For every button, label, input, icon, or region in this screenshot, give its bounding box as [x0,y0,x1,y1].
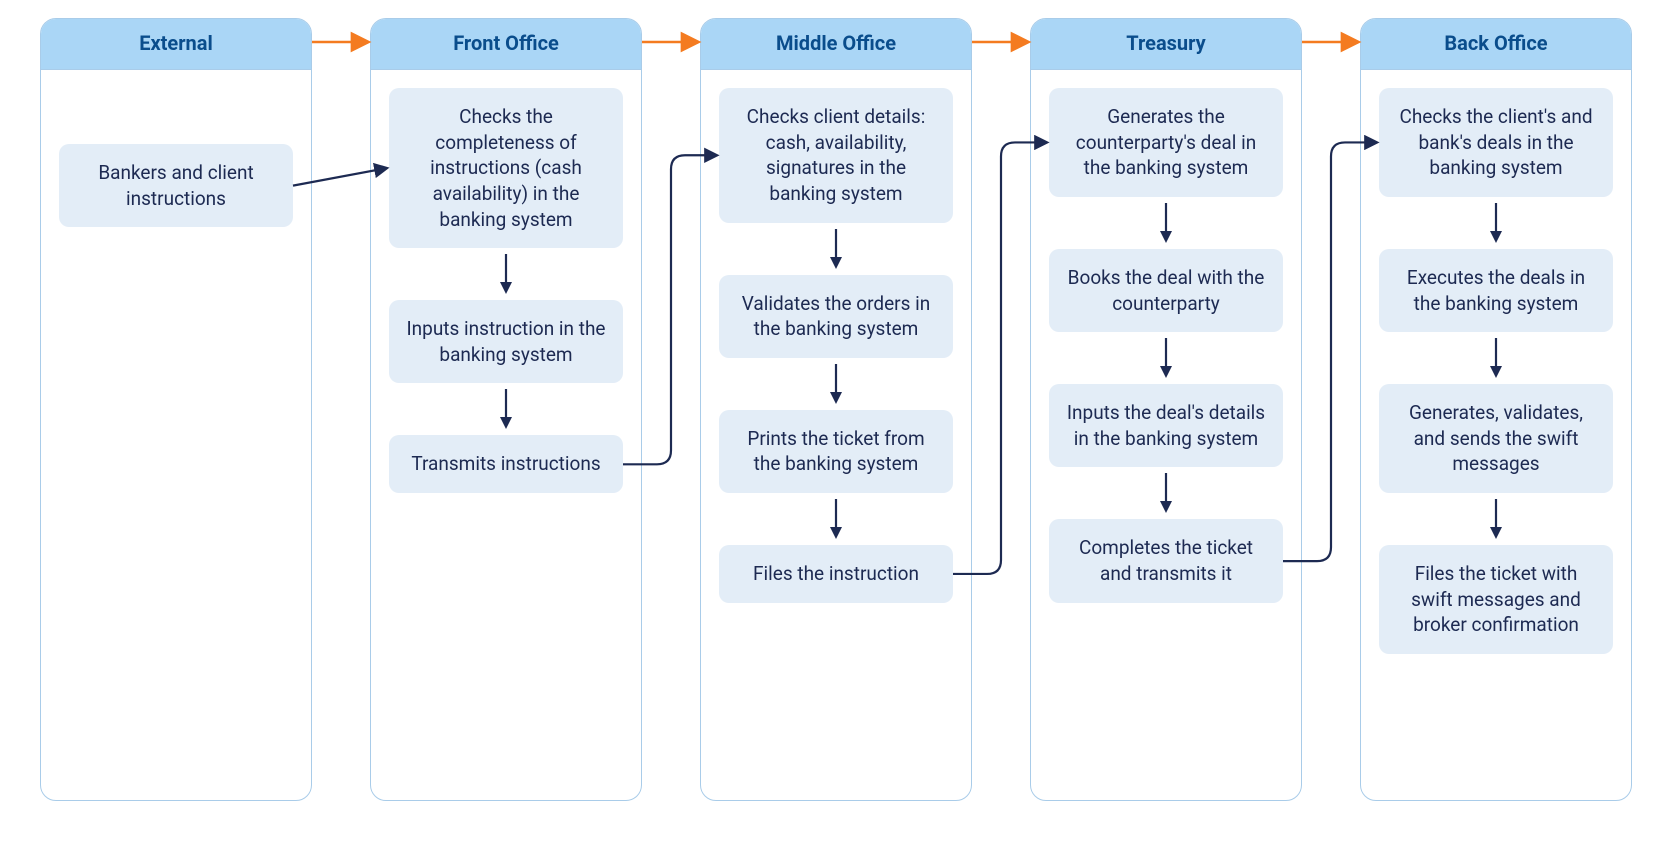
column-body-middle-office: Checks client details: cash, availabilit… [701,70,971,800]
column-header-front-office: Front Office [371,19,641,70]
column-header-middle-office: Middle Office [701,19,971,70]
step-fo-2: Inputs instruction in the banking system [389,300,623,383]
column-header-external: External [41,19,311,70]
column-header-treasury: Treasury [1031,19,1301,70]
arrow-down-icon [824,499,848,539]
column-external: External Bankers and client instructions [40,18,312,801]
step-mo-3: Prints the ticket from the banking syste… [719,410,953,493]
column-back-office: Back Office Checks the client's and bank… [1360,18,1632,801]
column-treasury: Treasury Generates the counterparty's de… [1030,18,1302,801]
column-body-front-office: Checks the completeness of instructions … [371,70,641,800]
step-mo-2: Validates the orders in the banking syst… [719,275,953,358]
column-body-treasury: Generates the counterparty's deal in the… [1031,70,1301,800]
step-tr-4: Completes the ticket and transmits it [1049,519,1283,602]
column-middle-office: Middle Office Checks client details: cas… [700,18,972,801]
arrow-down-icon [494,389,518,429]
step-fo-3: Transmits instructions [389,435,623,493]
arrow-down-icon [1154,203,1178,243]
step-fo-1: Checks the completeness of instructions … [389,88,623,248]
column-body-external: Bankers and client instructions [41,70,311,800]
step-mo-4: Files the instruction [719,545,953,603]
arrow-down-icon [1154,473,1178,513]
arrow-down-icon [1484,203,1508,243]
column-body-back-office: Checks the client's and bank's deals in … [1361,70,1631,800]
column-front-office: Front Office Checks the completeness of … [370,18,642,801]
step-bo-1: Checks the client's and bank's deals in … [1379,88,1613,197]
step-bo-2: Executes the deals in the banking system [1379,249,1613,332]
arrow-down-icon [1484,499,1508,539]
arrow-down-icon [824,229,848,269]
step-tr-3: Inputs the deal's details in the banking… [1049,384,1283,467]
arrow-down-icon [1484,338,1508,378]
arrow-down-icon [1154,338,1178,378]
step-ext-1: Bankers and client instructions [59,144,293,227]
step-tr-1: Generates the counterparty's deal in the… [1049,88,1283,197]
step-mo-1: Checks client details: cash, availabilit… [719,88,953,223]
arrow-down-icon [824,364,848,404]
step-bo-4: Files the ticket with swift messages and… [1379,545,1613,654]
arrow-down-icon [494,254,518,294]
column-header-back-office: Back Office [1361,19,1631,70]
step-tr-2: Books the deal with the counterparty [1049,249,1283,332]
flowchart-root: External Bankers and client instructions… [40,18,1632,801]
step-bo-3: Generates, validates, and sends the swif… [1379,384,1613,493]
